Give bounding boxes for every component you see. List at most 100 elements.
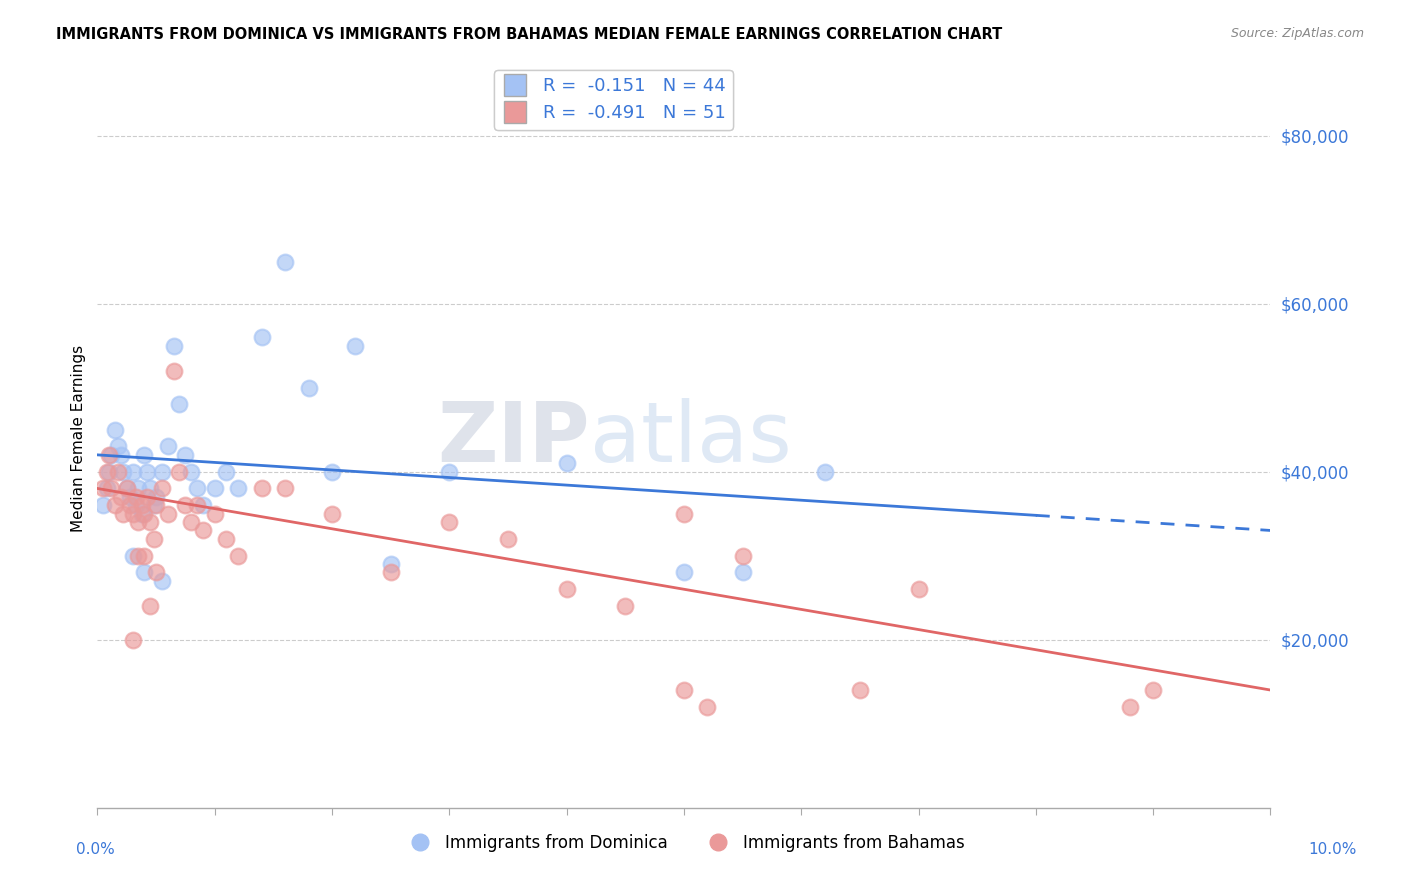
Point (849, 683, 872, 698)
Point (107, 465, 129, 479)
Point (162, 339, 184, 353)
Point (98, 448, 121, 462)
Point (439, 465, 461, 479)
Point (127, 515, 149, 529)
Point (672, 507, 695, 521)
Point (180, 515, 202, 529)
Point (156, 440, 179, 454)
Point (125, 490, 148, 504)
Point (321, 507, 343, 521)
Point (112, 465, 135, 479)
Point (150, 482, 173, 496)
Point (139, 482, 162, 496)
Y-axis label: Median Female Earnings: Median Female Earnings (72, 344, 86, 532)
Point (121, 465, 143, 479)
Point (174, 448, 197, 462)
Point (162, 364, 184, 378)
Text: ZIP: ZIP (437, 398, 591, 479)
Point (274, 254, 297, 268)
Point (186, 498, 208, 512)
Point (135, 465, 157, 479)
Point (169, 465, 191, 479)
Point (215, 532, 238, 546)
Point (731, 566, 754, 580)
Point (215, 465, 238, 479)
Point (380, 557, 402, 571)
Point (180, 465, 202, 479)
Point (439, 515, 461, 529)
Point (380, 566, 402, 580)
Point (139, 599, 162, 613)
Point (139, 515, 162, 529)
Point (121, 549, 143, 563)
Point (614, 599, 637, 613)
Point (156, 507, 179, 521)
Point (91, 498, 114, 512)
Point (127, 482, 149, 496)
Point (672, 683, 695, 698)
Legend: R =  -0.151   N = 44, R =  -0.491   N = 51: R = -0.151 N = 44, R = -0.491 N = 51 (494, 70, 733, 129)
Point (150, 465, 173, 479)
Point (174, 498, 197, 512)
Point (100, 448, 122, 462)
Text: atlas: atlas (591, 398, 792, 479)
Point (127, 549, 149, 563)
Point (150, 574, 173, 588)
Point (672, 566, 695, 580)
Point (131, 507, 153, 521)
Point (131, 498, 153, 512)
Point (496, 532, 519, 546)
Point (1118, 699, 1140, 714)
Point (191, 524, 214, 538)
Point (104, 423, 127, 437)
Point (134, 549, 156, 563)
Point (107, 440, 129, 454)
Point (135, 490, 157, 504)
Point (110, 448, 132, 462)
Point (274, 482, 297, 496)
Point (226, 482, 249, 496)
Point (121, 507, 143, 521)
Point (321, 465, 343, 479)
Point (226, 549, 249, 563)
Point (115, 482, 138, 496)
Text: Source: ZipAtlas.com: Source: ZipAtlas.com (1230, 27, 1364, 40)
Point (191, 498, 214, 512)
Point (814, 465, 837, 479)
Point (555, 456, 578, 470)
Point (145, 490, 167, 504)
Point (96, 465, 118, 479)
Point (100, 482, 122, 496)
Point (145, 498, 167, 512)
Point (120, 498, 142, 512)
Point (344, 339, 367, 353)
Point (250, 482, 273, 496)
Point (110, 490, 132, 504)
Point (121, 632, 143, 647)
Point (142, 498, 165, 512)
Text: 0.0%: 0.0% (76, 842, 115, 856)
Point (555, 582, 578, 597)
Point (112, 507, 135, 521)
Point (169, 397, 191, 411)
Point (907, 582, 929, 597)
Point (297, 381, 319, 395)
Point (134, 566, 156, 580)
Point (696, 699, 718, 714)
Text: 10.0%: 10.0% (1309, 842, 1357, 856)
Point (142, 532, 165, 546)
Point (204, 507, 226, 521)
Point (120, 490, 142, 504)
Point (134, 507, 156, 521)
Point (134, 448, 156, 462)
Point (115, 482, 138, 496)
Point (731, 549, 754, 563)
Point (1142, 683, 1164, 698)
Point (96, 482, 118, 496)
Point (125, 498, 148, 512)
Point (145, 566, 167, 580)
Text: IMMIGRANTS FROM DOMINICA VS IMMIGRANTS FROM BAHAMAS MEDIAN FEMALE EARNINGS CORRE: IMMIGRANTS FROM DOMINICA VS IMMIGRANTS F… (56, 27, 1002, 42)
Point (104, 498, 127, 512)
Point (250, 330, 273, 344)
Point (186, 482, 208, 496)
